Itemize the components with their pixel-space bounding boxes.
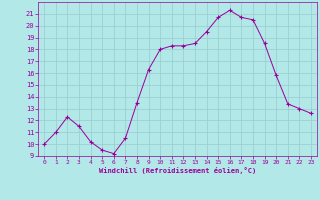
X-axis label: Windchill (Refroidissement éolien,°C): Windchill (Refroidissement éolien,°C): [99, 167, 256, 174]
